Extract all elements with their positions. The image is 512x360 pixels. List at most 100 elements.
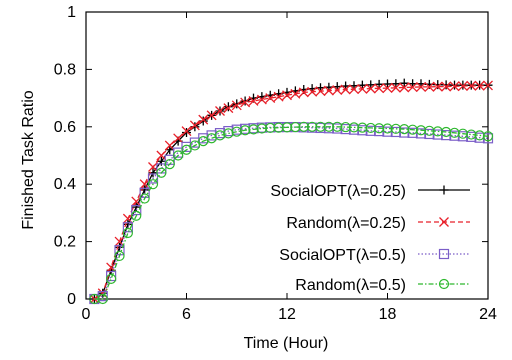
x-tick-label: 6 [182,306,191,323]
data-point [357,122,368,133]
data-point [332,85,343,96]
data-point [122,227,133,239]
legend-marker [438,278,450,290]
data-point [374,79,384,89]
data-point [432,81,443,92]
data-point [382,123,393,134]
legend-label: SocialOPT(λ=0.25) [270,183,406,200]
data-point [466,131,477,142]
data-point [198,133,209,144]
series-group [89,78,494,305]
data-point [407,82,418,93]
data-point [148,162,158,172]
data-point [416,81,426,92]
y-axis-title: Finished Task Ratio [20,90,37,229]
data-point [348,122,360,133]
data-point [147,179,159,190]
data-point [265,122,276,134]
data-point [407,124,418,135]
legend: SocialOPT(λ=0.25) Random(λ=0.25) SocialOPT… [270,183,470,294]
data-point [340,121,351,133]
data-point [214,128,226,139]
data-point [340,123,351,135]
legend-label: Random(λ=0.5) [295,277,406,294]
series-line [94,84,489,300]
legend-item: Random(λ=0.5) [295,277,470,294]
data-point [307,86,318,97]
data-point [323,85,334,96]
data-point [441,81,452,92]
data-point [282,90,292,101]
data-point [383,79,392,89]
x-tick-label: 24 [479,306,497,323]
data-point [182,128,191,138]
y-tick-label: 0 [67,291,76,308]
data-point [273,122,284,133]
data-point [349,84,359,95]
legend-label: Random(λ=0.25) [286,215,406,232]
data-point [215,106,225,116]
x-tick-label: 12 [278,306,296,323]
data-point [457,81,468,92]
data-point [290,88,301,99]
data-point [231,100,242,111]
data-point [482,131,494,142]
data-point [466,80,477,91]
y-tick-label: 1 [67,4,76,21]
data-point [131,196,142,207]
data-point [240,97,251,108]
data-point [424,81,435,92]
data-point [248,96,259,106]
data-point [441,80,451,90]
data-point [399,82,410,93]
axes-group: 0 6 12 18 24 0 0.2 0.4 0.6 0.8 1 [54,4,497,323]
data-point [474,80,485,91]
data-point [382,83,393,94]
data-point [114,236,125,247]
data-point [273,91,284,102]
data-point [256,123,267,134]
data-point [432,126,443,137]
data-point [164,159,175,170]
data-point [290,121,301,133]
data-point [173,150,184,161]
data-point [374,123,385,134]
data-point [122,222,133,233]
data-point [424,125,435,136]
legend-item: SocialOPT(λ=0.5) [279,247,470,264]
data-point [198,114,209,125]
data-point [433,80,443,90]
data-point [223,128,234,139]
y-tick-label: 0.2 [54,234,76,251]
data-point [131,210,142,221]
y-tick-label: 0.6 [54,119,76,136]
data-point [357,83,368,94]
legend-item: Random(λ=0.25) [286,215,470,232]
y-tick-label: 0.8 [54,61,76,78]
data-point [189,140,200,151]
x-tick-label: 18 [379,306,397,323]
legend-marker [439,217,449,227]
data-point [114,250,125,262]
data-point [181,144,192,155]
data-point [206,110,217,121]
data-point [399,78,409,88]
x-tick-label: 0 [82,306,91,323]
data-point [390,82,401,93]
legend-label: SocialOPT(λ=0.5) [279,247,406,264]
data-point [131,202,141,212]
legend-item: SocialOPT(λ=0.25) [270,183,470,200]
data-point [97,293,108,305]
data-point [399,123,410,135]
series-line [94,126,489,300]
data-point [156,150,167,161]
data-point [139,193,150,204]
data-point [232,99,242,109]
x-axis-title: Time (Hour) [244,335,329,352]
data-point [332,121,343,132]
data-point [415,125,427,136]
data-point [223,102,233,112]
data-point [450,80,459,90]
data-point [365,122,376,134]
